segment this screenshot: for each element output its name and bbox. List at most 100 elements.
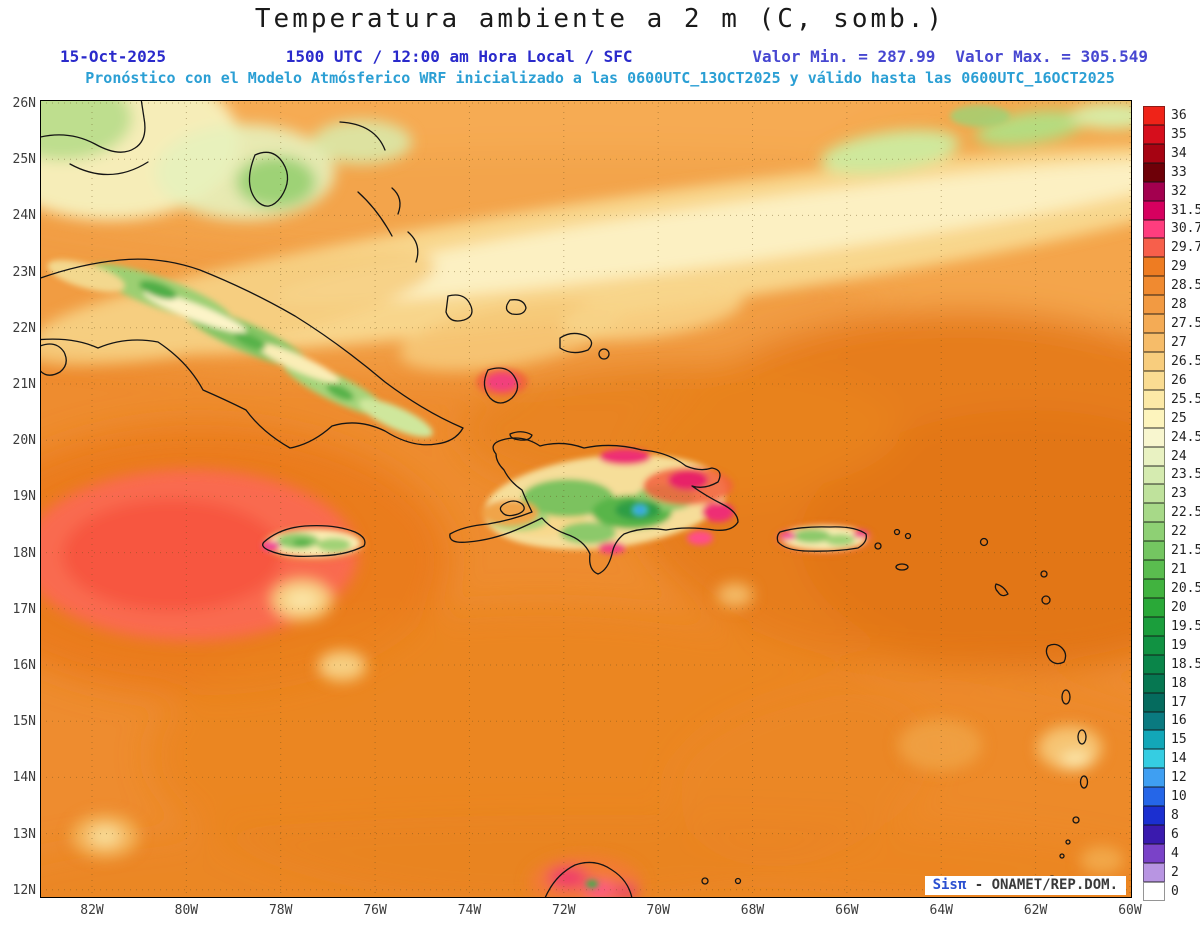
valor-max: Valor Max. = 305.549 — [955, 47, 1148, 66]
colorbar-label-21.5: 21.5 — [1171, 543, 1200, 559]
lon-label-76W: 76W — [363, 903, 387, 918]
lat-label-13N: 13N — [12, 826, 36, 842]
crooked-acklins-coastline — [445, 294, 473, 322]
colorbar-label-16: 16 — [1171, 713, 1187, 729]
colorbar-cell-32 — [1143, 181, 1165, 201]
colorbar-cell-2 — [1143, 862, 1165, 882]
colorbar-row: 33 — [1143, 162, 1200, 182]
colorbar-label-23.5: 23.5 — [1171, 467, 1200, 483]
colorbar-label-14: 14 — [1171, 751, 1187, 767]
colorbar-cell-0 — [1143, 881, 1165, 901]
colorbar-cell-31.5 — [1143, 200, 1165, 220]
colorbar-label-24.5: 24.5 — [1171, 429, 1200, 445]
colorbar-label-19: 19 — [1171, 637, 1187, 653]
colorbar-cell-4 — [1143, 843, 1165, 863]
cat-island-coastline — [391, 187, 401, 215]
colorbar-label-25.5: 25.5 — [1171, 391, 1200, 407]
colorbar-row: 21 — [1143, 560, 1200, 580]
colorbar-cell-33 — [1143, 162, 1165, 182]
colorbar-label-27: 27 — [1171, 335, 1187, 351]
colorbar-cell-26 — [1143, 370, 1165, 390]
colorbar-row: 22.5 — [1143, 503, 1200, 523]
colorbar-label-10: 10 — [1171, 789, 1187, 805]
colorbar-label-33: 33 — [1171, 164, 1187, 180]
colorbar-label-22: 22 — [1171, 524, 1187, 540]
colorbar-cell-24.5 — [1143, 427, 1165, 447]
isla-juventud-coastline — [40, 343, 67, 376]
caicos-coastline — [559, 332, 593, 354]
lat-axis: 26N 25N 24N 23N 22N 21N 20N 19N 18N 17N 16N 15N 14N 1… — [4, 96, 37, 898]
lon-label-62W: 62W — [1023, 903, 1048, 918]
st-lucia-coastline — [1079, 775, 1089, 789]
long-island-coastline — [407, 231, 419, 263]
colorbar-cell-21 — [1143, 560, 1165, 580]
mayaguana-coastline — [505, 299, 527, 316]
grenadines-coastline — [1065, 839, 1071, 845]
lon-label-68W: 68W — [740, 903, 765, 918]
antigua-coastline — [1041, 595, 1051, 605]
colorbar-label-28.5: 28.5 — [1171, 278, 1200, 294]
colorbar-row: 15 — [1143, 730, 1200, 750]
grenadines-coastline — [1059, 853, 1065, 859]
colorbar-cell-34 — [1143, 143, 1165, 163]
colorbar-cell-22.5 — [1143, 503, 1165, 523]
colorbar-cell-36 — [1143, 106, 1165, 125]
lon-label-60W: 60W — [1118, 903, 1142, 918]
martinique-coastline — [1077, 729, 1087, 745]
colorbar-label-2: 2 — [1171, 864, 1179, 880]
colorbar-cell-14 — [1143, 749, 1165, 769]
colorbar-row: 26 — [1143, 370, 1200, 390]
lon-label-72W: 72W — [552, 903, 576, 918]
colorbar-row: 25 — [1143, 408, 1200, 428]
colorbar-label-15: 15 — [1171, 732, 1187, 748]
colorbar-row: 16 — [1143, 711, 1200, 731]
colorbar: 36 35 34 33 32 31.5 30.7 29.7 29 28.5 28 27.5 27 26.5… — [1143, 106, 1200, 901]
puerto-rico-coastline — [776, 526, 867, 552]
colorbar-cell-8 — [1143, 806, 1165, 826]
colorbar-row: 8 — [1143, 806, 1200, 826]
colorbar-label-23: 23 — [1171, 486, 1187, 502]
colorbar-cell-23.5 — [1143, 465, 1165, 485]
colorbar-label-8: 8 — [1171, 808, 1179, 824]
gonave-coastline — [499, 500, 525, 517]
virgin-islands-coastline — [904, 532, 912, 540]
colorbar-row: 4 — [1143, 843, 1200, 863]
colorbar-cell-28 — [1143, 295, 1165, 315]
colorbar-row: 10 — [1143, 787, 1200, 807]
header-date: 15-Oct-2025 — [60, 47, 166, 66]
colorbar-row: 18.5 — [1143, 654, 1200, 674]
graticule — [40, 100, 1132, 898]
lat-label-19N: 19N — [12, 489, 36, 505]
colorbar-label-24: 24 — [1171, 448, 1187, 464]
colorbar-row: 27.5 — [1143, 314, 1200, 334]
lat-label-22N: 22N — [12, 320, 36, 336]
lat-label-20N: 20N — [12, 433, 36, 449]
colorbar-label-36: 36 — [1171, 107, 1187, 123]
colorbar-label-17: 17 — [1171, 694, 1187, 710]
curacao-coastline — [701, 877, 709, 885]
colorbar-row: 36 — [1143, 106, 1200, 125]
colorbar-cell-27.5 — [1143, 314, 1165, 334]
colorbar-row: 28 — [1143, 295, 1200, 315]
colorbar-cell-10 — [1143, 787, 1165, 807]
colorbar-cell-21.5 — [1143, 541, 1165, 561]
lon-label-64W: 64W — [929, 903, 953, 918]
colorbar-cell-35 — [1143, 124, 1165, 144]
lon-label-78W: 78W — [268, 903, 293, 918]
map-frame — [40, 100, 1132, 898]
colorbar-row: 19 — [1143, 635, 1200, 655]
forecast-line: Pronóstico con el Modelo Atmósferico WRF… — [85, 69, 1115, 87]
florida-coastline — [40, 100, 146, 153]
colorbar-cell-15 — [1143, 730, 1165, 750]
lat-label-21N: 21N — [12, 377, 36, 392]
colorbar-cell-18 — [1143, 673, 1165, 693]
colorbar-row: 31.5 — [1143, 200, 1200, 220]
colorbar-label-27.5: 27.5 — [1171, 316, 1200, 332]
colorbar-label-29.7: 29.7 — [1171, 240, 1200, 256]
florida-keys-coastline — [69, 161, 149, 176]
lon-label-66W: 66W — [835, 903, 859, 918]
lat-label-25N: 25N — [12, 152, 36, 168]
lon-label-70W: 70W — [646, 903, 670, 918]
colorbar-row: 29 — [1143, 257, 1200, 277]
colorbar-row: 19.5 — [1143, 616, 1200, 636]
